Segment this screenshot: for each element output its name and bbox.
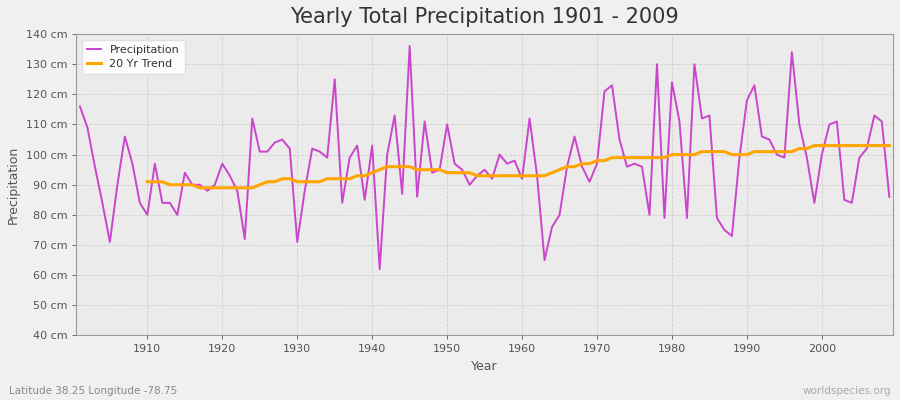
Line: 20 Yr Trend: 20 Yr Trend: [148, 146, 889, 188]
20 Yr Trend: [839, 143, 850, 148]
Precipitation: [300, 188, 310, 193]
Precipitation: [374, 267, 385, 272]
Line: Precipitation: Precipitation: [80, 46, 889, 269]
Precipitation: [404, 44, 415, 48]
Precipitation: [532, 173, 543, 178]
Precipitation: [134, 200, 145, 205]
Precipitation: [75, 104, 86, 109]
Precipitation: [622, 164, 633, 169]
20 Yr Trend: [809, 143, 820, 148]
Precipitation: [524, 116, 535, 121]
Precipitation: [884, 194, 895, 199]
20 Yr Trend: [884, 143, 895, 148]
Precipitation: [345, 155, 356, 160]
20 Yr Trend: [532, 173, 543, 178]
Text: worldspecies.org: worldspecies.org: [803, 386, 891, 396]
20 Yr Trend: [861, 143, 872, 148]
Title: Yearly Total Precipitation 1901 - 2009: Yearly Total Precipitation 1901 - 2009: [290, 7, 679, 27]
20 Yr Trend: [591, 158, 602, 163]
X-axis label: Year: Year: [472, 360, 498, 373]
20 Yr Trend: [322, 176, 333, 181]
20 Yr Trend: [142, 179, 153, 184]
Legend: Precipitation, 20 Yr Trend: Precipitation, 20 Yr Trend: [82, 40, 184, 74]
Text: Latitude 38.25 Longitude -78.75: Latitude 38.25 Longitude -78.75: [9, 386, 177, 396]
20 Yr Trend: [194, 185, 205, 190]
20 Yr Trend: [292, 179, 302, 184]
Y-axis label: Precipitation: Precipitation: [7, 146, 20, 224]
